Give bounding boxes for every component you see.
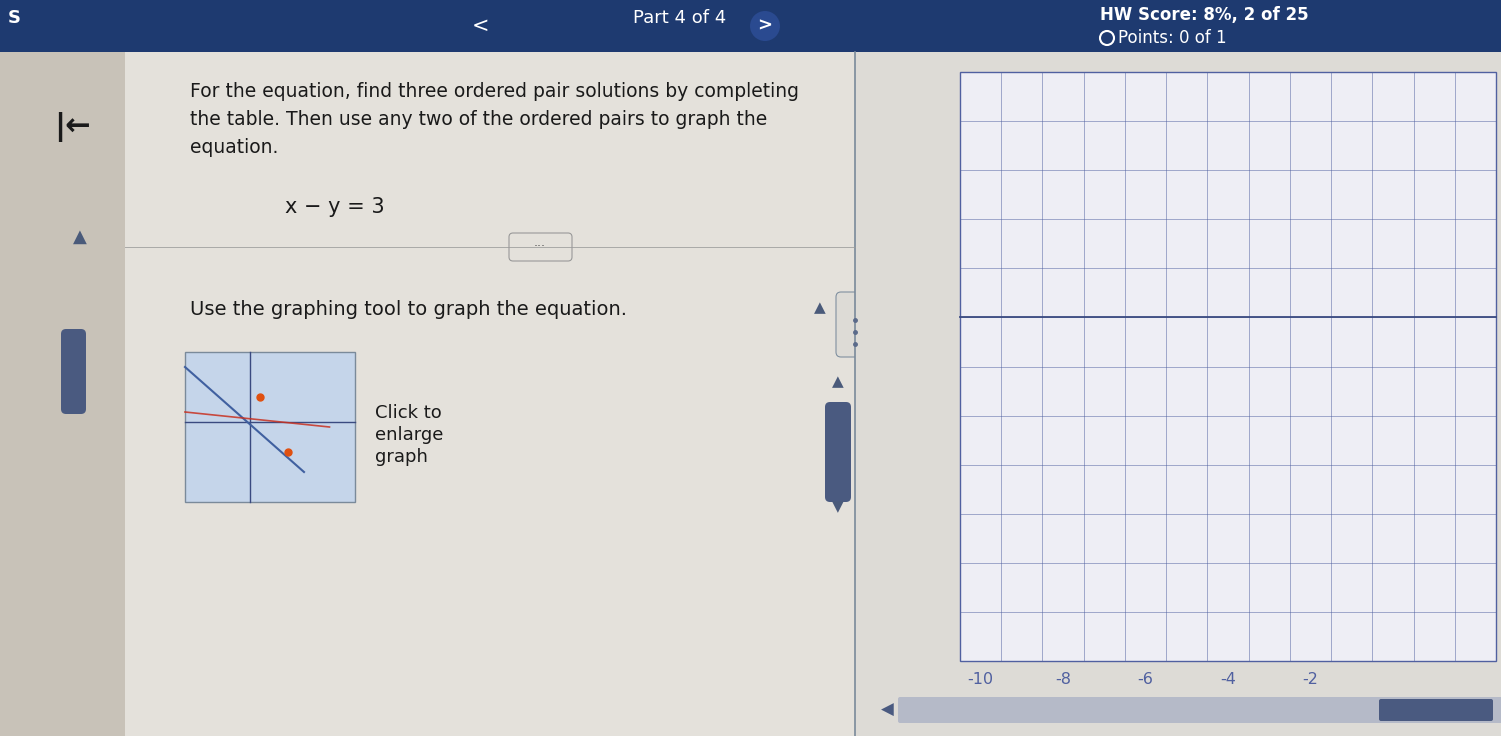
Text: ◀: ◀ [881, 701, 893, 719]
FancyBboxPatch shape [898, 697, 1501, 723]
Text: -10: -10 [968, 671, 994, 687]
Text: Click to: Click to [375, 405, 441, 422]
Text: ▲: ▲ [74, 228, 87, 246]
Text: Part 4 of 4: Part 4 of 4 [633, 9, 726, 27]
Circle shape [750, 11, 781, 41]
Text: enlarge: enlarge [375, 426, 443, 445]
FancyBboxPatch shape [0, 0, 1501, 52]
Text: <: < [471, 16, 489, 36]
FancyBboxPatch shape [836, 292, 874, 357]
Text: ▼: ▼ [832, 500, 844, 514]
Text: equation.: equation. [191, 138, 278, 157]
Text: >: > [758, 17, 773, 35]
Text: -6: -6 [1138, 671, 1153, 687]
Text: graph: graph [375, 448, 428, 467]
FancyBboxPatch shape [509, 233, 572, 261]
FancyBboxPatch shape [0, 52, 1501, 736]
FancyBboxPatch shape [0, 52, 125, 736]
FancyBboxPatch shape [1379, 699, 1493, 721]
Text: HW Score: 8%, 2 of 25: HW Score: 8%, 2 of 25 [1100, 6, 1309, 24]
Text: ▲: ▲ [814, 300, 826, 315]
Text: |←: |← [54, 112, 90, 142]
FancyBboxPatch shape [826, 402, 851, 502]
FancyBboxPatch shape [62, 329, 86, 414]
FancyBboxPatch shape [856, 52, 1501, 736]
Text: Points: 0 of 1: Points: 0 of 1 [1118, 29, 1226, 47]
Text: -2: -2 [1303, 671, 1318, 687]
FancyBboxPatch shape [185, 352, 356, 502]
Text: -4: -4 [1220, 671, 1235, 687]
Text: -8: -8 [1055, 671, 1072, 687]
Text: For the equation, find three ordered pair solutions by completing: For the equation, find three ordered pai… [191, 82, 799, 101]
Text: Use the graphing tool to graph the equation.: Use the graphing tool to graph the equat… [191, 300, 627, 319]
Text: ···: ··· [534, 241, 546, 253]
FancyBboxPatch shape [961, 72, 1496, 661]
Text: the table. Then use any two of the ordered pairs to graph the: the table. Then use any two of the order… [191, 110, 767, 129]
Text: ▲: ▲ [832, 375, 844, 389]
Text: S: S [8, 9, 21, 27]
Text: x − y = 3: x − y = 3 [285, 197, 384, 217]
